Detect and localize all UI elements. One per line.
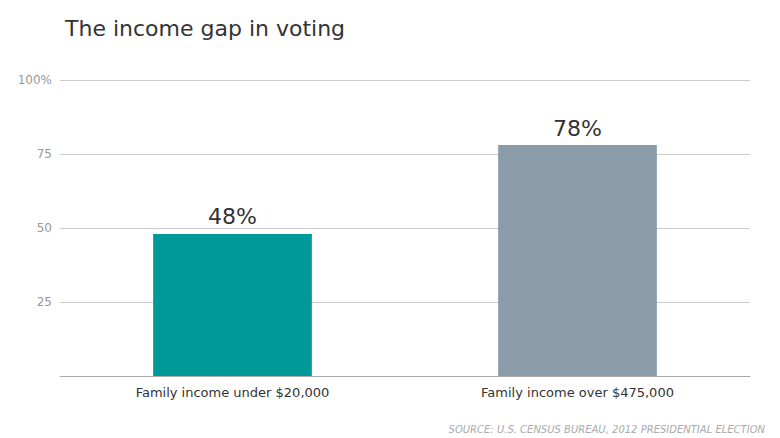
svg-text:Family income over $475,000: Family income over $475,000: [481, 385, 674, 400]
svg-text:The income gap in voting: The income gap in voting: [64, 16, 345, 41]
svg-text:100%: 100%: [18, 73, 52, 87]
svg-text:Family income under $20,000: Family income under $20,000: [136, 385, 330, 400]
svg-text:78%: 78%: [553, 116, 602, 141]
svg-text:25: 25: [37, 295, 52, 309]
svg-text:SOURCE: U.S. CENSUS BUREAU, 20: SOURCE: U.S. CENSUS BUREAU, 2012 PRESIDE…: [449, 424, 766, 435]
svg-text:48%: 48%: [208, 204, 257, 229]
svg-text:50: 50: [37, 221, 52, 235]
svg-text:75: 75: [37, 147, 52, 161]
